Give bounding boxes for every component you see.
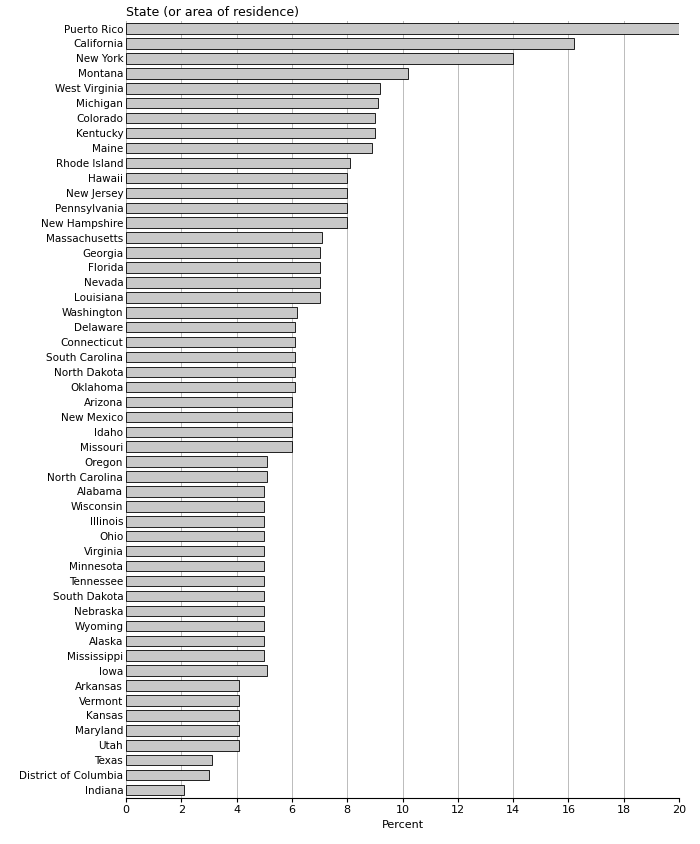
Bar xyxy=(126,203,347,213)
Bar xyxy=(126,561,265,571)
Bar xyxy=(126,262,319,273)
Bar xyxy=(126,381,295,392)
Bar xyxy=(126,277,319,288)
Bar xyxy=(126,412,292,422)
Bar xyxy=(126,83,380,94)
Bar xyxy=(126,158,350,168)
Bar xyxy=(126,531,265,542)
Bar xyxy=(126,173,347,183)
Bar xyxy=(126,725,239,736)
X-axis label: Percent: Percent xyxy=(382,820,423,830)
Bar xyxy=(126,98,377,108)
Bar xyxy=(126,636,265,646)
Bar xyxy=(126,218,347,228)
Bar xyxy=(126,665,267,676)
Bar xyxy=(126,785,184,795)
Bar xyxy=(126,501,265,511)
Bar xyxy=(126,113,375,123)
Bar xyxy=(126,710,239,721)
Bar xyxy=(126,352,295,362)
Bar xyxy=(126,770,209,781)
Text: State (or area of residence): State (or area of residence) xyxy=(126,6,299,19)
Bar xyxy=(126,591,265,601)
Bar xyxy=(126,486,265,496)
Bar xyxy=(126,322,295,333)
Bar xyxy=(126,755,211,766)
Bar xyxy=(126,426,292,437)
Bar xyxy=(126,68,408,78)
Bar xyxy=(126,516,265,527)
Bar xyxy=(126,695,239,706)
Bar xyxy=(126,367,295,377)
Bar xyxy=(126,232,322,243)
Bar xyxy=(126,307,298,317)
Bar xyxy=(126,292,319,303)
Bar xyxy=(126,441,292,452)
Bar xyxy=(126,651,265,661)
Bar xyxy=(126,546,265,556)
Bar xyxy=(126,38,574,49)
Bar xyxy=(126,606,265,616)
Bar xyxy=(126,187,347,198)
Bar xyxy=(126,127,375,138)
Bar xyxy=(126,576,265,587)
Bar xyxy=(126,740,239,750)
Bar xyxy=(126,337,295,348)
Bar xyxy=(126,247,319,257)
Bar xyxy=(126,53,513,63)
Bar xyxy=(126,620,265,631)
Bar xyxy=(126,457,267,467)
Bar xyxy=(126,471,267,482)
Bar xyxy=(126,24,679,34)
Bar xyxy=(126,680,239,690)
Bar xyxy=(126,397,292,407)
Bar xyxy=(126,143,372,154)
